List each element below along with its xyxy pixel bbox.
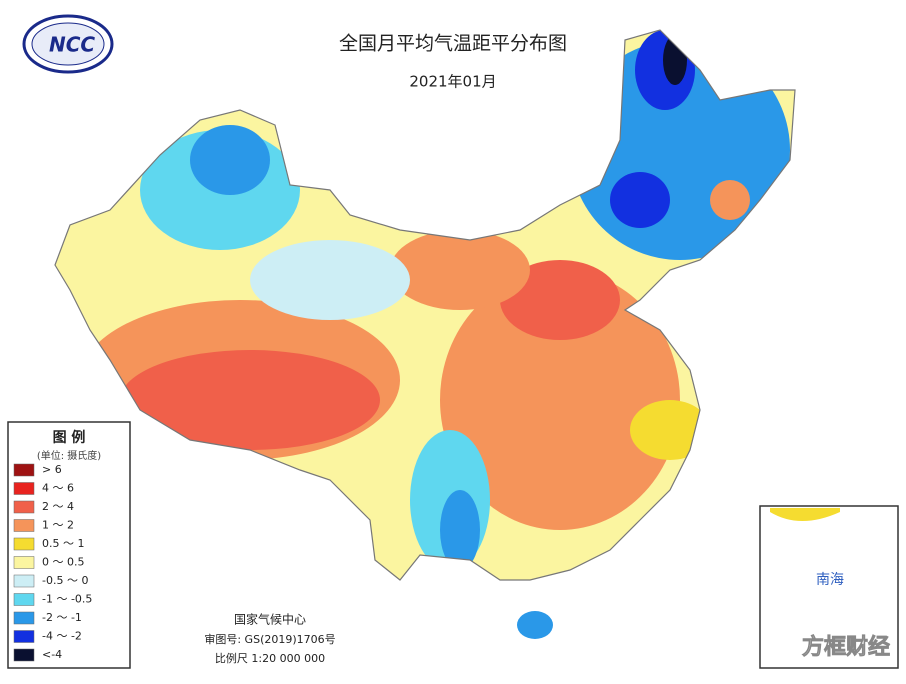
footer-map-no: 审图号: GS(2019)1706号 — [204, 632, 335, 646]
legend-label: 2 ～ 4 — [42, 500, 74, 513]
footer-org: 国家气候中心 — [234, 612, 306, 627]
legend-label: -2 ～ -1 — [42, 611, 82, 624]
legend-label: -4 ～ -2 — [42, 630, 82, 643]
map-title: 全国月平均气温距平分布图 — [339, 33, 567, 55]
legend-items: > 6 4 ～ 6 2 ～ 4 1 ～ 2 0.5 ～ 1 0 ～ 0.5 -0.5 ～ 0… — [13, 463, 92, 662]
legend-label: > 6 — [42, 463, 62, 476]
inset-label: 南海 — [816, 572, 844, 588]
legend-label: 4 ～ 6 — [42, 482, 74, 495]
legend-label: -1 ～ -0.5 — [42, 593, 92, 606]
legend-swatch — [13, 648, 35, 662]
legend-label: 1 ～ 2 — [42, 519, 74, 532]
legend-swatch — [13, 482, 35, 495]
inset-frame — [759, 505, 899, 669]
legend-swatch — [13, 556, 35, 569]
legend-swatch — [13, 500, 35, 514]
inset-coast — [770, 508, 840, 521]
legend-label: -0.5 ～ 0 — [42, 574, 88, 587]
hainan — [517, 611, 553, 639]
border — [54, 29, 796, 581]
legend-swatch — [13, 574, 35, 588]
legend-swatch — [13, 519, 35, 532]
map-subtitle: 2021年01月 — [409, 73, 496, 91]
legend-label: 0 ～ 0.5 — [42, 556, 85, 569]
logo-text: NCC — [49, 33, 95, 57]
footer-scale: 比例尺 1:20 000 000 — [215, 651, 325, 665]
legend-label: <-4 — [42, 648, 62, 661]
watermark: 方框财经 — [802, 634, 890, 660]
logo: NCC — [22, 14, 114, 74]
legend-swatch — [13, 537, 35, 551]
legend-swatch — [13, 611, 35, 625]
legend-label: 0.5 ～ 1 — [42, 537, 85, 550]
legend-swatch — [13, 630, 35, 643]
legend-title: 图 例 — [53, 429, 86, 446]
legend-swatch — [13, 463, 35, 477]
legend-unit: (单位: 摄氏度) — [37, 449, 101, 462]
legend-swatch — [13, 593, 35, 606]
